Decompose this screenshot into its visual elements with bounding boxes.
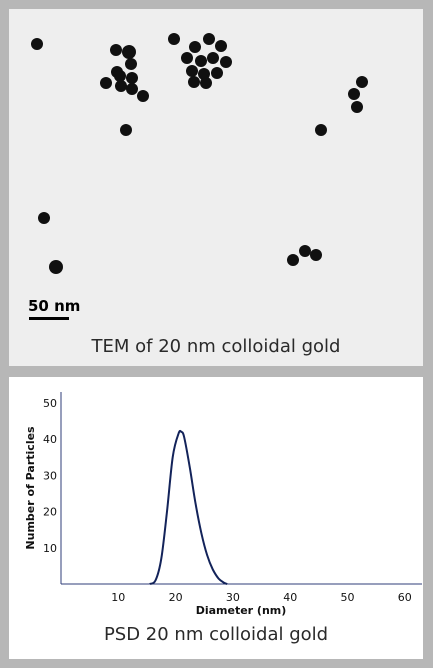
gold-particle (100, 77, 112, 89)
gold-particle (31, 38, 43, 50)
psd-caption: PSD 20 nm colloidal gold (103, 624, 329, 645)
gold-particle (215, 40, 227, 52)
x-tick-label: 20 (169, 591, 183, 604)
chart-axes (60, 392, 422, 585)
gold-particle (315, 124, 327, 136)
x-tick-labels: 10 20 30 40 50 60 (111, 591, 412, 604)
gold-particle (125, 58, 137, 70)
y-tick-label: 30 (43, 469, 57, 482)
gold-particle (115, 80, 127, 92)
gold-particle (122, 45, 136, 59)
gold-particle (351, 101, 363, 113)
y-tick-labels: 10 20 30 40 50 (43, 397, 57, 555)
gold-particle (200, 77, 212, 89)
gold-particle (348, 88, 360, 100)
x-tick-label: 50 (341, 591, 355, 604)
tem-caption: TEM of 20 nm colloidal gold (91, 336, 341, 357)
gold-particle (203, 33, 215, 45)
tem-micrograph: 50 nm (9, 9, 423, 366)
x-tick-label: 30 (226, 591, 240, 604)
gold-particle (38, 212, 50, 224)
psd-chart: 10 20 30 40 50 10 20 30 40 50 60 Diameter (nm) Nu… (24, 392, 422, 617)
gold-particle (299, 245, 311, 257)
y-tick-label: 50 (43, 397, 57, 410)
y-tick-label: 20 (43, 506, 57, 519)
gold-particle (168, 33, 180, 45)
y-tick-label: 40 (43, 433, 57, 446)
gold-particle (120, 124, 132, 136)
scale-bar-label: 50 nm (28, 297, 80, 315)
gold-particle (207, 52, 219, 64)
gold-particle (186, 65, 198, 77)
gold-particle (198, 68, 210, 80)
y-axis-title: Number of Particles (24, 426, 37, 550)
gold-particle (310, 249, 322, 261)
y-tick-label: 10 (43, 542, 57, 555)
scale-bar (29, 317, 69, 320)
x-axis-title: Diameter (nm) (196, 604, 287, 617)
gold-particle (220, 56, 232, 68)
psd-panel: 10 20 30 40 50 10 20 30 40 50 60 Diameter (nm) Nu… (9, 377, 423, 659)
x-tick-label: 40 (283, 591, 297, 604)
x-tick-label: 10 (111, 591, 125, 604)
gold-particle (287, 254, 299, 266)
gold-particle (181, 52, 193, 64)
gold-particle (126, 83, 138, 95)
gold-particle (137, 90, 149, 102)
gold-particle (114, 70, 126, 82)
x-tick-label: 60 (398, 591, 412, 604)
gold-particle (126, 72, 138, 84)
gold-particle (356, 76, 368, 88)
gold-particle (49, 260, 63, 274)
tem-panel: 50 nm TEM of 20 nm colloidal gold (9, 9, 423, 366)
series-line (149, 429, 228, 585)
gold-particle (195, 55, 207, 67)
gold-particle (110, 44, 122, 56)
gold-particle (188, 76, 200, 88)
gold-particle (211, 67, 223, 79)
gold-particle (189, 41, 201, 53)
gold-particles (31, 33, 368, 274)
